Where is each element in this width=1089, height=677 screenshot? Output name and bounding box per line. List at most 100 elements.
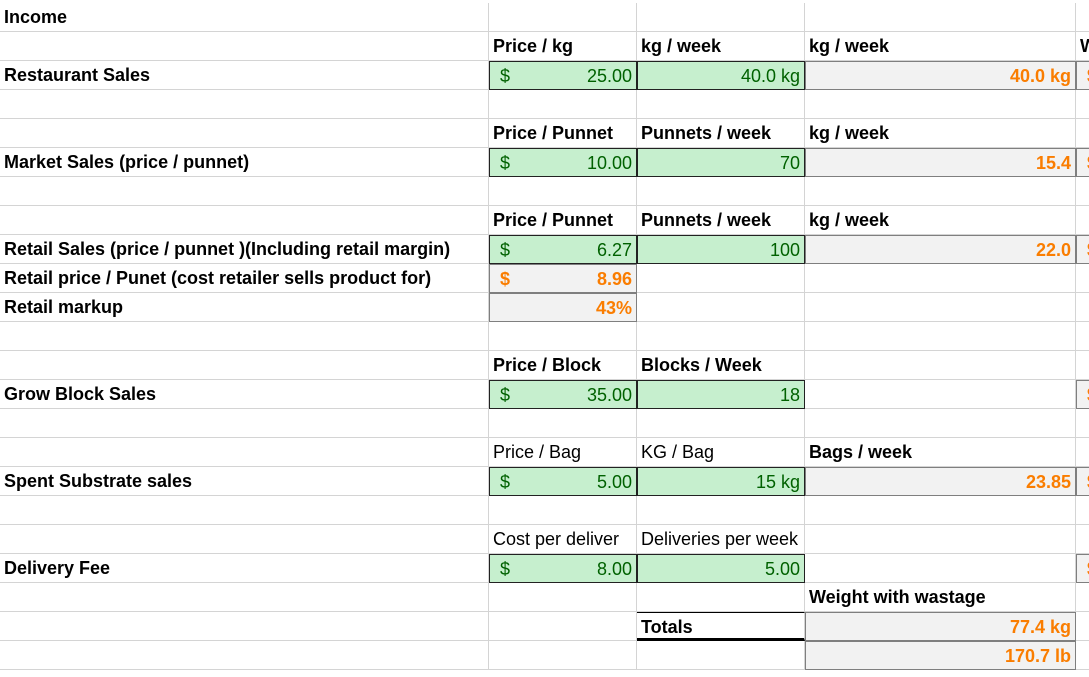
cell-b5[interactable]: Price / Punnet [489,119,637,148]
cell-c11[interactable] [637,293,805,322]
cell-c19[interactable]: Deliveries per week [637,525,805,554]
cell-d17[interactable]: 23.85 [805,467,1076,496]
cell-b4[interactable] [489,90,637,119]
cell-b12[interactable] [489,322,637,351]
cell-c9[interactable]: 100 [637,235,805,264]
cell-c20[interactable]: 5.00 [637,554,805,583]
cell-c8[interactable]: Punnets / week [637,206,805,235]
cell-b1[interactable] [489,3,637,32]
cell-d19[interactable] [805,525,1076,554]
cell-e20[interactable]: $ [1076,554,1089,583]
cell-e1[interactable] [1076,3,1089,32]
cell-e11[interactable] [1076,293,1089,322]
cell-a2[interactable] [0,32,489,61]
cell-d18[interactable] [805,496,1076,525]
cell-d8[interactable]: kg / week [805,206,1076,235]
cell-d23[interactable]: 170.7 lb [805,641,1076,670]
cell-b23[interactable] [489,641,637,670]
cell-d14[interactable] [805,380,1076,409]
cell-c18[interactable] [637,496,805,525]
cell-a17[interactable]: Spent Substrate sales [0,467,489,496]
cell-b3[interactable]: $25.00 [489,61,637,90]
cell-b19[interactable]: Cost per deliver [489,525,637,554]
cell-a13[interactable] [0,351,489,380]
cell-d5[interactable]: kg / week [805,119,1076,148]
cell-e10[interactable] [1076,264,1089,293]
cell-d9[interactable]: 22.0 [805,235,1076,264]
cell-a12[interactable] [0,322,489,351]
cell-d4[interactable] [805,90,1076,119]
cell-a5[interactable] [0,119,489,148]
cell-a4[interactable] [0,90,489,119]
cell-d16[interactable]: Bags / week [805,438,1076,467]
cell-a10[interactable]: Retail price / Punet (cost retailer sell… [0,264,489,293]
cell-c16[interactable]: KG / Bag [637,438,805,467]
cell-e9[interactable]: $ [1076,235,1089,264]
cell-e21[interactable] [1076,583,1089,612]
cell-a20[interactable]: Delivery Fee [0,554,489,583]
cell-a22[interactable] [0,612,489,641]
cell-d2[interactable]: kg / week [805,32,1076,61]
cell-e6[interactable]: $ [1076,148,1089,177]
cell-b2[interactable]: Price / kg [489,32,637,61]
cell-d7[interactable] [805,177,1076,206]
cell-a1[interactable]: Income [0,3,489,32]
cell-b11[interactable]: 43% [489,293,637,322]
cell-c2[interactable]: kg / week [637,32,805,61]
cell-e2[interactable]: W [1076,32,1089,61]
cell-a3[interactable]: Restaurant Sales [0,61,489,90]
cell-c23[interactable] [637,641,805,670]
cell-a7[interactable] [0,177,489,206]
cell-e8[interactable] [1076,206,1089,235]
cell-e14[interactable]: $ [1076,380,1089,409]
cell-b15[interactable] [489,409,637,438]
cell-c12[interactable] [637,322,805,351]
cell-d10[interactable] [805,264,1076,293]
cell-b7[interactable] [489,177,637,206]
cell-b9[interactable]: $6.27 [489,235,637,264]
cell-d1[interactable] [805,3,1076,32]
cell-d13[interactable] [805,351,1076,380]
cell-e23[interactable] [1076,641,1089,670]
cell-d6[interactable]: 15.4 [805,148,1076,177]
cell-e18[interactable] [1076,496,1089,525]
cell-d20[interactable] [805,554,1076,583]
cell-c14[interactable]: 18 [637,380,805,409]
cell-c5[interactable]: Punnets / week [637,119,805,148]
cell-b17[interactable]: $5.00 [489,467,637,496]
cell-e15[interactable] [1076,409,1089,438]
cell-c6[interactable]: 70 [637,148,805,177]
cell-b18[interactable] [489,496,637,525]
cell-e5[interactable] [1076,119,1089,148]
cell-e12[interactable] [1076,322,1089,351]
cell-a15[interactable] [0,409,489,438]
cell-b13[interactable]: Price / Block [489,351,637,380]
cell-e4[interactable] [1076,90,1089,119]
cell-c7[interactable] [637,177,805,206]
cell-d12[interactable] [805,322,1076,351]
cell-e13[interactable] [1076,351,1089,380]
cell-e22[interactable] [1076,612,1089,641]
cell-b6[interactable]: $10.00 [489,148,637,177]
cell-a18[interactable] [0,496,489,525]
cell-c1[interactable] [637,3,805,32]
cell-d11[interactable] [805,293,1076,322]
cell-a19[interactable] [0,525,489,554]
cell-e16[interactable] [1076,438,1089,467]
cell-e3[interactable]: $ [1076,61,1089,90]
cell-b20[interactable]: $8.00 [489,554,637,583]
cell-e19[interactable] [1076,525,1089,554]
cell-c17[interactable]: 15 kg [637,467,805,496]
cell-d3[interactable]: 40.0 kg [805,61,1076,90]
cell-c4[interactable] [637,90,805,119]
cell-c3[interactable]: 40.0 kg [637,61,805,90]
cell-a8[interactable] [0,206,489,235]
cell-c15[interactable] [637,409,805,438]
cell-c10[interactable] [637,264,805,293]
cell-a16[interactable] [0,438,489,467]
cell-e17[interactable]: $ [1076,467,1089,496]
cell-a6[interactable]: Market Sales (price / punnet) [0,148,489,177]
cell-b14[interactable]: $35.00 [489,380,637,409]
cell-d15[interactable] [805,409,1076,438]
cell-e7[interactable] [1076,177,1089,206]
